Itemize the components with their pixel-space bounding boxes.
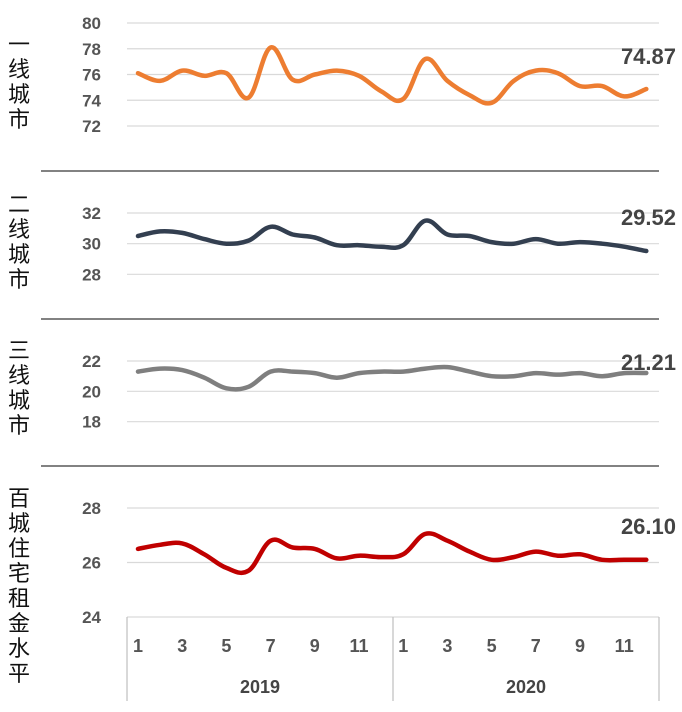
x-group-label: 2020 bbox=[506, 677, 546, 697]
x-tick-label: 9 bbox=[310, 636, 320, 656]
y-tick-label: 78 bbox=[82, 40, 101, 59]
series-line-4 bbox=[135, 531, 649, 576]
y-tick-label: 24 bbox=[82, 608, 101, 627]
x-tick-label: 1 bbox=[133, 636, 143, 656]
x-tick-label: 7 bbox=[531, 636, 541, 656]
panel-label-char: 线 bbox=[8, 364, 30, 389]
y-tick-label: 28 bbox=[82, 499, 101, 518]
y-tick-label: 80 bbox=[82, 14, 101, 33]
panel-label-char: 百 bbox=[8, 487, 30, 512]
y-tick-label: 22 bbox=[82, 352, 101, 371]
panel-label-char: 宅 bbox=[8, 562, 30, 587]
y-tick-label: 28 bbox=[82, 265, 101, 284]
panel-label-char: 金 bbox=[8, 612, 30, 637]
y-tick-label: 72 bbox=[82, 117, 101, 136]
series-line-2 bbox=[135, 218, 649, 254]
x-tick-label: 9 bbox=[575, 636, 585, 656]
panel-label-char: 二 bbox=[8, 193, 30, 218]
end-value-label: 29.52 bbox=[621, 205, 676, 230]
panel-label-char: 城 bbox=[8, 512, 30, 537]
panel-separators bbox=[41, 170, 659, 467]
y-tick-label: 30 bbox=[82, 235, 101, 254]
panel-label-char: 市 bbox=[8, 414, 30, 439]
y-tick-label: 74 bbox=[82, 91, 101, 110]
y-tick-label: 26 bbox=[82, 554, 101, 573]
x-tick-label: 3 bbox=[442, 636, 452, 656]
x-tick-label: 3 bbox=[177, 636, 187, 656]
panel-label-char: 住 bbox=[8, 537, 30, 562]
x-tick-label: 5 bbox=[221, 636, 231, 656]
series-line-1 bbox=[135, 45, 649, 106]
series-line-3 bbox=[135, 364, 649, 392]
x-tick-label: 5 bbox=[487, 636, 497, 656]
y-tick-label: 18 bbox=[82, 413, 101, 432]
y-tick-label: 76 bbox=[82, 66, 101, 85]
grid-layer bbox=[127, 22, 659, 618]
end-value-label: 74.87 bbox=[621, 44, 676, 69]
x-tick-label: 7 bbox=[266, 636, 276, 656]
x-tick-label: 11 bbox=[349, 636, 368, 656]
y-tick-label: 32 bbox=[82, 204, 101, 223]
end-value-label: 21.21 bbox=[621, 350, 676, 375]
x-group-label: 2019 bbox=[240, 677, 280, 697]
y-tick-label: 20 bbox=[82, 382, 101, 401]
panel-label-char: 城 bbox=[8, 83, 30, 108]
panel-label-char: 线 bbox=[8, 218, 30, 243]
panel-label-char: 水 bbox=[8, 637, 30, 662]
x-tick-label: 1 bbox=[398, 636, 408, 656]
end-value-label: 26.10 bbox=[621, 514, 676, 539]
panel-label-char: 城 bbox=[8, 389, 30, 414]
panel-label-char: 市 bbox=[8, 268, 30, 293]
panel-label-char: 一 bbox=[8, 33, 30, 58]
panel-label-char: 线 bbox=[8, 58, 30, 83]
panel-label-char: 城 bbox=[8, 243, 30, 268]
series-layer bbox=[135, 45, 649, 576]
x-tick-label: 11 bbox=[615, 636, 634, 656]
panel-label-char: 租 bbox=[8, 587, 30, 612]
panel-label-char: 三 bbox=[8, 339, 30, 364]
panel-label-char: 平 bbox=[8, 662, 30, 687]
panel-label-char: 市 bbox=[8, 108, 30, 133]
